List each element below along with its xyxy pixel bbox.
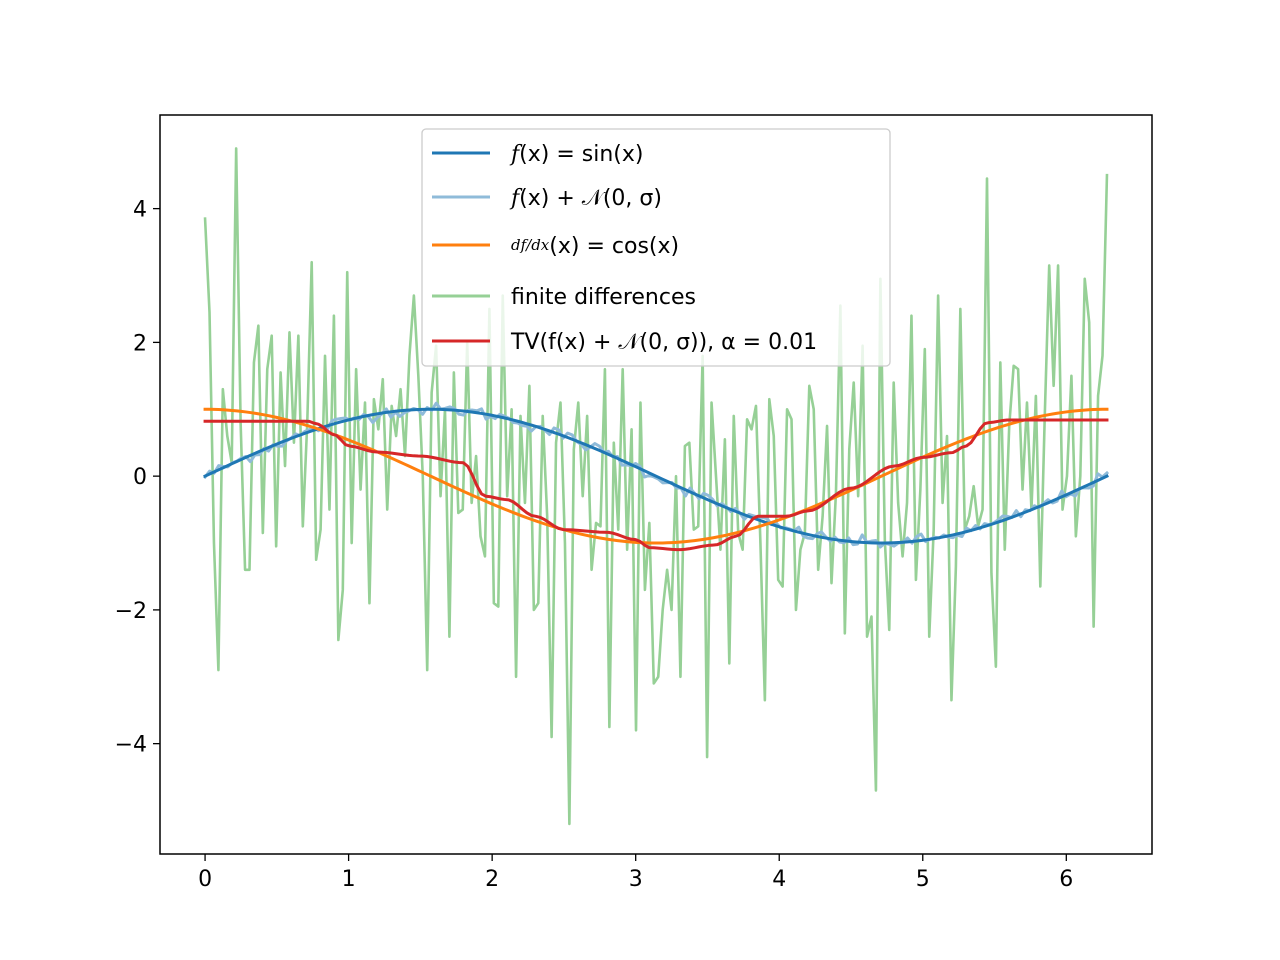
y-tick-label: 4 [133,198,147,223]
legend-label-tv: TV(f(x) + 𝒩(0, σ)), α = 0.01 [510,330,817,355]
x-tick-label: 2 [485,867,499,892]
series-cos-line [203,407,1109,545]
x-tick-label: 4 [772,867,786,892]
x-tick-label: 6 [1059,867,1073,892]
x-tick-label: 1 [342,867,356,892]
y-tick-label: −4 [115,733,147,758]
series-sin-line [203,407,1109,545]
legend: f(x) = sin(x) f(x) + 𝒩(0, σ) df/dx(x) = … [421,128,891,367]
y-tick-label: 2 [133,331,147,356]
y-tick-label: −2 [115,599,147,624]
series-tv-line [203,418,1109,552]
legend-label-sin: f(x) = sin(x) [509,142,643,167]
legend-label-noisy: f(x) + 𝒩(0, σ) [509,186,662,211]
y-axis: −4 −2 0 2 4 [115,198,160,758]
legend-frame [421,128,891,367]
plot-frame [159,114,1153,855]
x-tick-label: 0 [198,867,212,892]
series-layer [202,147,1110,826]
y-tick-label: 0 [133,465,147,490]
series-finite-diff-line [203,147,1109,826]
legend-label-finite-diff: finite differences [511,285,696,310]
x-tick-label: 5 [916,867,930,892]
x-tick-label: 3 [629,867,643,892]
x-axis: 0 1 2 3 4 5 6 [198,854,1073,892]
legend-label-cos: df/dx(x) = cos(x) [511,234,679,259]
